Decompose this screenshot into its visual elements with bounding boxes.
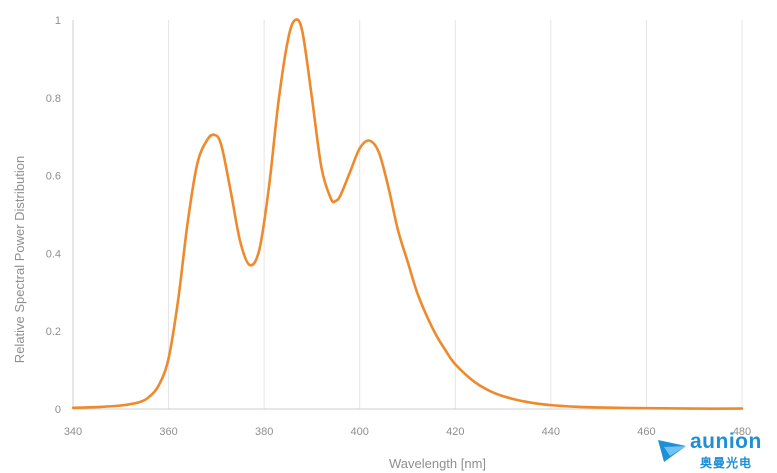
x-tick-label: 460 <box>637 426 655 438</box>
grid-lines <box>168 20 743 409</box>
series-group <box>71 18 744 410</box>
x-tick-labels: 340 360 380 400 420 440 460 480 <box>64 426 751 438</box>
y-tick-label: 0.4 <box>46 248 61 260</box>
x-tick-label: 400 <box>351 426 369 438</box>
x-tick-label: 360 <box>159 426 177 438</box>
y-tick-label: 0 <box>55 404 61 416</box>
y-tick-label: 0.8 <box>46 93 61 105</box>
x-tick-label: 380 <box>255 426 273 438</box>
y-tick-label: 0.6 <box>46 171 61 183</box>
aunion-logo: aunion 奥曼光电 <box>656 430 777 472</box>
logo-triangle-icon <box>658 440 686 462</box>
x-axis-title: Wavelength [nm] <box>389 456 486 471</box>
series-line-0 <box>71 18 744 410</box>
x-tick-label: 340 <box>64 426 82 438</box>
axes <box>72 20 742 410</box>
y-tick-label: 1 <box>55 15 61 27</box>
x-tick-label: 440 <box>542 426 560 438</box>
y-axis-title: Relative Spectral Power Distribution <box>12 156 27 363</box>
y-tick-labels: 0 0.2 0.4 0.6 0.8 1 <box>46 15 61 416</box>
y-tick-label: 0.2 <box>46 326 61 338</box>
x-tick-label: 420 <box>446 426 464 438</box>
logo-wordmark: aunion <box>690 430 762 453</box>
x-tick-label: 480 <box>733 426 751 438</box>
logo-subtitle: 奥曼光电 <box>700 456 753 470</box>
